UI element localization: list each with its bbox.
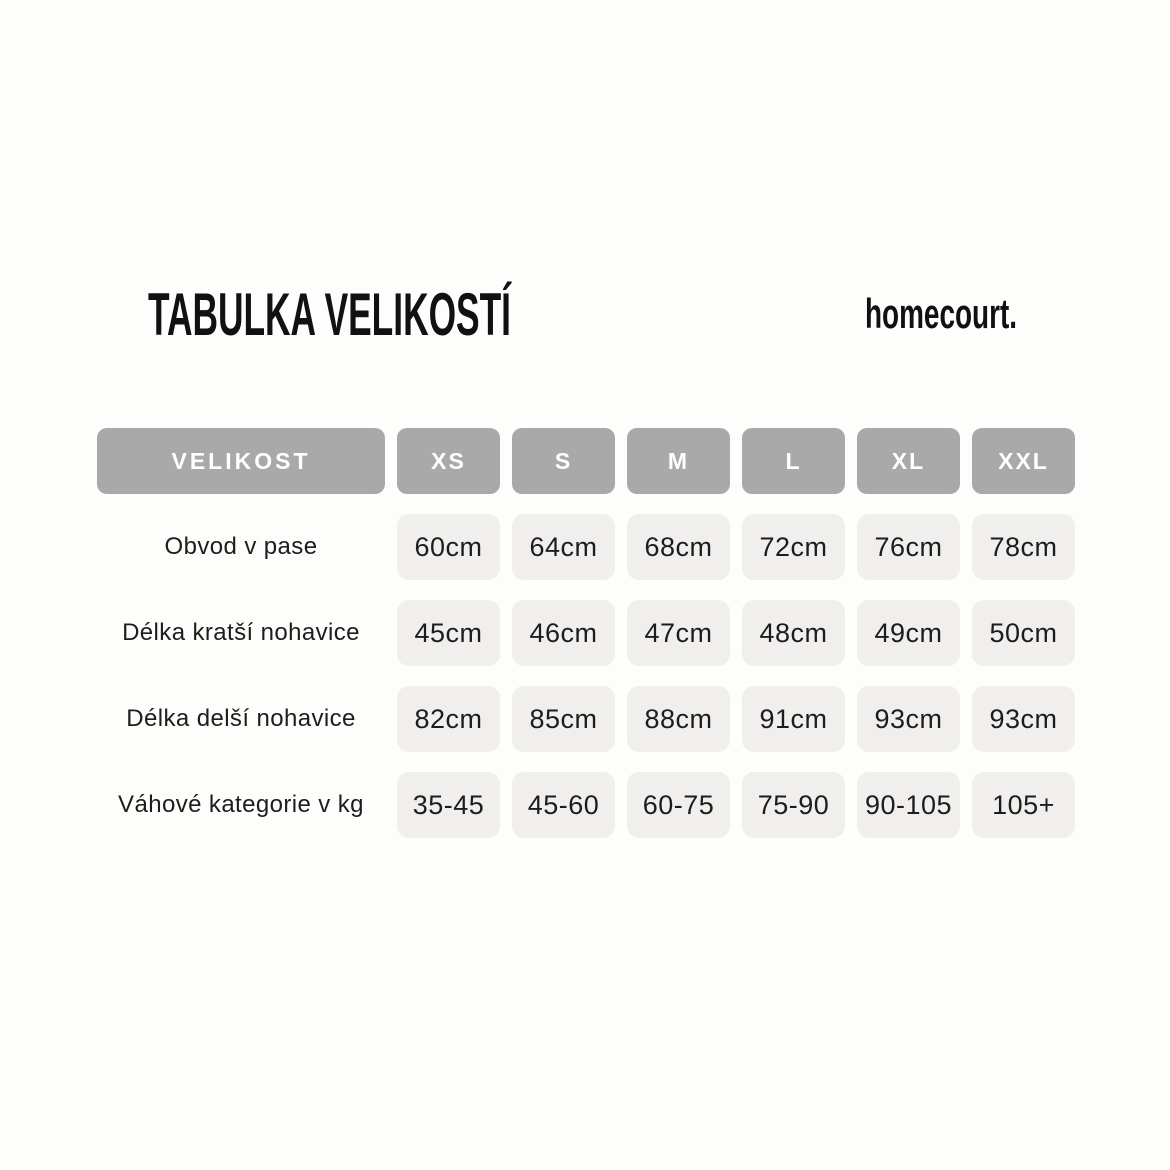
- column-header-s: S: [512, 428, 615, 494]
- value-cell: 85cm: [512, 686, 615, 752]
- row-label-delka-kratsi-nohavice: Délka kratší nohavice: [122, 619, 360, 646]
- column-header-velikost: VELIKOST: [97, 428, 385, 494]
- size-table: VELIKOST XS S M L XL XXL Obvod v pase 60…: [97, 428, 1075, 838]
- value-cell: 68cm: [627, 514, 730, 580]
- column-header-m: M: [627, 428, 730, 494]
- column-header-l: L: [742, 428, 845, 494]
- value-cell: 64cm: [512, 514, 615, 580]
- value-cell: 45-60: [512, 772, 615, 838]
- value-cell: 45cm: [397, 600, 500, 666]
- page-title: TABULKA VELIKOSTÍ: [148, 281, 512, 348]
- value-cell: 60-75: [627, 772, 730, 838]
- value-cell: 48cm: [742, 600, 845, 666]
- value-cell: 35-45: [397, 772, 500, 838]
- value-cell: 93cm: [857, 686, 960, 752]
- value-cell: 82cm: [397, 686, 500, 752]
- value-cell: 50cm: [972, 600, 1075, 666]
- value-cell: 90-105: [857, 772, 960, 838]
- row-label-vahove-kategorie: Váhové kategorie v kg: [118, 791, 364, 818]
- brand-logo: homecourt.: [865, 290, 1017, 337]
- value-cell: 60cm: [397, 514, 500, 580]
- value-cell: 91cm: [742, 686, 845, 752]
- value-cell: 49cm: [857, 600, 960, 666]
- value-cell: 75-90: [742, 772, 845, 838]
- value-cell: 46cm: [512, 600, 615, 666]
- column-header-xs: XS: [397, 428, 500, 494]
- value-cell: 88cm: [627, 686, 730, 752]
- value-cell: 93cm: [972, 686, 1075, 752]
- value-cell: 72cm: [742, 514, 845, 580]
- value-cell: 105+: [972, 772, 1075, 838]
- brand-logo-text: homecourt.: [865, 290, 1017, 337]
- value-cell: 47cm: [627, 600, 730, 666]
- page-title-text: TABULKA VELIKOSTÍ: [148, 281, 512, 348]
- column-header-xxl: XXL: [972, 428, 1075, 494]
- row-label-obvod-v-pase: Obvod v pase: [164, 533, 318, 560]
- value-cell: 76cm: [857, 514, 960, 580]
- row-label-delka-delsi-nohavice: Délka delší nohavice: [126, 705, 356, 732]
- value-cell: 78cm: [972, 514, 1075, 580]
- column-header-xl: XL: [857, 428, 960, 494]
